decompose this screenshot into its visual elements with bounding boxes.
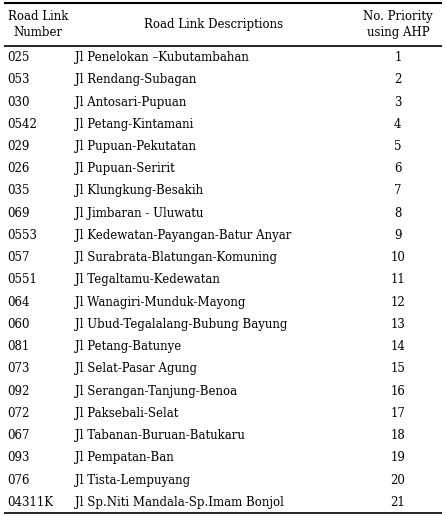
Text: Jl Jimbaran - Uluwatu: Jl Jimbaran - Uluwatu — [75, 207, 203, 220]
Text: 8: 8 — [394, 207, 401, 220]
Text: Jl Petang-Batunye: Jl Petang-Batunye — [75, 340, 181, 353]
Text: 12: 12 — [390, 296, 405, 309]
Text: 2: 2 — [394, 73, 401, 86]
Text: Jl Wanagiri-Munduk-Mayong: Jl Wanagiri-Munduk-Mayong — [75, 296, 245, 309]
Text: 026: 026 — [7, 162, 29, 175]
Text: 030: 030 — [7, 95, 29, 108]
Text: 19: 19 — [390, 452, 405, 464]
Text: 9: 9 — [394, 229, 401, 242]
Text: 093: 093 — [7, 452, 29, 464]
Text: 092: 092 — [7, 384, 29, 398]
Text: Jl Tegaltamu-Kedewatan: Jl Tegaltamu-Kedewatan — [75, 273, 220, 286]
Text: 072: 072 — [7, 407, 29, 420]
Text: Jl Selat-Pasar Agung: Jl Selat-Pasar Agung — [75, 362, 197, 375]
Text: 7: 7 — [394, 185, 401, 198]
Text: 13: 13 — [390, 318, 405, 331]
Text: 076: 076 — [7, 474, 29, 487]
Text: 21: 21 — [390, 496, 405, 509]
Text: Jl Petang-Kintamani: Jl Petang-Kintamani — [75, 118, 193, 131]
Text: 15: 15 — [390, 362, 405, 375]
Text: Jl Tabanan-Buruan-Batukaru: Jl Tabanan-Buruan-Batukaru — [75, 429, 245, 442]
Text: Jl Pupuan-Pekutatan: Jl Pupuan-Pekutatan — [75, 140, 196, 153]
Text: 081: 081 — [7, 340, 29, 353]
Text: 20: 20 — [390, 474, 405, 487]
Text: Jl Kedewatan-Payangan-Batur Anyar: Jl Kedewatan-Payangan-Batur Anyar — [75, 229, 291, 242]
Text: Jl Pempatan-Ban: Jl Pempatan-Ban — [75, 452, 173, 464]
Text: 5: 5 — [394, 140, 401, 153]
Text: 0542: 0542 — [7, 118, 37, 131]
Text: 025: 025 — [7, 51, 29, 64]
Text: 053: 053 — [7, 73, 29, 86]
Text: 6: 6 — [394, 162, 401, 175]
Text: 17: 17 — [390, 407, 405, 420]
Text: 0553: 0553 — [7, 229, 37, 242]
Text: Jl Tista-Lempuyang: Jl Tista-Lempuyang — [75, 474, 190, 487]
Text: Road Link Descriptions: Road Link Descriptions — [144, 18, 283, 31]
Text: 0551: 0551 — [7, 273, 37, 286]
Text: 04311K: 04311K — [7, 496, 53, 509]
Text: Jl Pupuan-Seririt: Jl Pupuan-Seririt — [75, 162, 175, 175]
Text: Jl Surabrata-Blatungan-Komuning: Jl Surabrata-Blatungan-Komuning — [75, 251, 277, 264]
Text: 069: 069 — [7, 207, 29, 220]
Text: 035: 035 — [7, 185, 29, 198]
Text: Jl Paksebali-Selat: Jl Paksebali-Selat — [75, 407, 178, 420]
Text: Jl Serangan-Tanjung-Benoa: Jl Serangan-Tanjung-Benoa — [75, 384, 237, 398]
Text: 16: 16 — [390, 384, 405, 398]
Text: 1: 1 — [394, 51, 401, 64]
Text: 057: 057 — [7, 251, 29, 264]
Text: 067: 067 — [7, 429, 29, 442]
Text: 073: 073 — [7, 362, 29, 375]
Text: 14: 14 — [390, 340, 405, 353]
Text: 029: 029 — [7, 140, 29, 153]
Text: Jl Klungkung-Besakih: Jl Klungkung-Besakih — [75, 185, 203, 198]
Text: 060: 060 — [7, 318, 29, 331]
Text: 4: 4 — [394, 118, 401, 131]
Text: Jl Ubud-Tegalalang-Bubung Bayung: Jl Ubud-Tegalalang-Bubung Bayung — [75, 318, 287, 331]
Text: No. Priority
using AHP: No. Priority using AHP — [363, 10, 433, 39]
Text: 10: 10 — [390, 251, 405, 264]
Text: Jl Antosari-Pupuan: Jl Antosari-Pupuan — [75, 95, 186, 108]
Text: Road Link
Number: Road Link Number — [8, 10, 69, 39]
Text: 18: 18 — [390, 429, 405, 442]
Text: 3: 3 — [394, 95, 401, 108]
Text: Jl Rendang-Subagan: Jl Rendang-Subagan — [75, 73, 196, 86]
Text: 11: 11 — [390, 273, 405, 286]
Text: Jl Sp.Niti Mandala-Sp.Imam Bonjol: Jl Sp.Niti Mandala-Sp.Imam Bonjol — [75, 496, 284, 509]
Text: 064: 064 — [7, 296, 29, 309]
Text: Jl Penelokan –Kubutambahan: Jl Penelokan –Kubutambahan — [75, 51, 249, 64]
